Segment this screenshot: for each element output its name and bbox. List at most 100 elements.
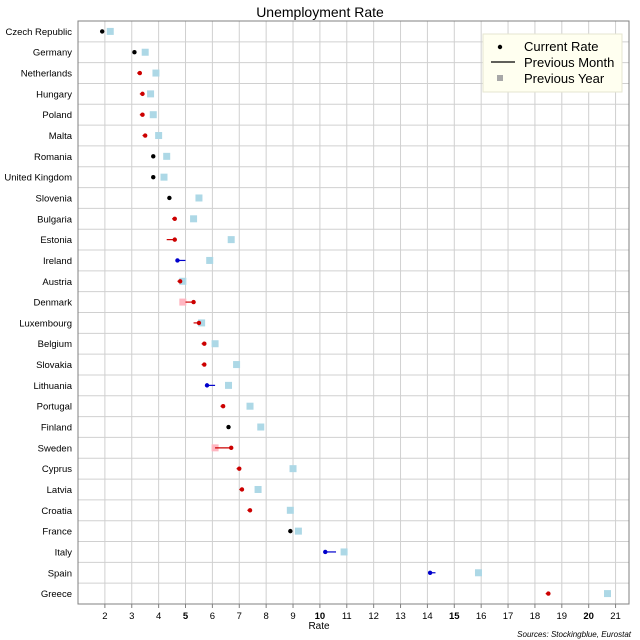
current-rate-point — [167, 195, 172, 201]
current-rate-point — [177, 279, 183, 284]
x-tick-label: 2 — [102, 611, 107, 622]
x-tick-label: 8 — [263, 611, 268, 622]
category-label: Poland — [42, 110, 72, 121]
x-axis-ticks: 2 3 4 5 6 7 8 9 10 11 12 13 14 15 16 17 18 19 20 21 — [102, 604, 621, 622]
x-tick-label: 4 — [156, 611, 161, 622]
category-label: Netherlands — [21, 69, 72, 80]
category-label: Hungary — [36, 89, 72, 100]
category-label: Romania — [34, 152, 73, 163]
x-tick-label: 12 — [368, 611, 379, 622]
current-rate-point — [191, 299, 196, 305]
previous-year-marker — [179, 277, 187, 285]
previous-year-marker — [195, 194, 203, 202]
previous-year-marker — [190, 215, 198, 223]
previous-year-marker — [147, 90, 155, 98]
previous-year-marker — [286, 506, 294, 514]
previous-year-marker — [206, 256, 214, 264]
category-label: Slovakia — [36, 360, 73, 371]
current-rate-point — [202, 362, 207, 367]
previous-year-marker — [152, 69, 160, 77]
x-tick-label: 16 — [476, 611, 487, 622]
chart-title: Unemployment Rate — [256, 4, 384, 20]
legend-previous-year-label: Previous Year — [524, 71, 605, 86]
category-label: Denmark — [33, 298, 72, 309]
legend-previous-month-label: Previous Month — [524, 55, 614, 70]
current-rate-point — [229, 445, 234, 451]
x-tick-label: 11 — [342, 611, 352, 622]
category-label: Cyprus — [42, 464, 72, 475]
previous-year-marker — [340, 548, 348, 556]
x-tick-label: 17 — [503, 611, 514, 622]
previous-year-marker — [179, 298, 187, 306]
previous-year-marker — [149, 111, 157, 119]
x-tick-label: 5 — [183, 611, 189, 622]
x-tick-label: 19 — [557, 611, 568, 622]
x-tick-label: 18 — [530, 611, 541, 622]
x-axis-title: Rate — [308, 621, 330, 632]
current-rate-point — [140, 112, 145, 117]
x-tick-label: 9 — [290, 611, 295, 622]
current-rate-point — [175, 258, 180, 263]
category-label: Germany — [33, 48, 72, 59]
previous-year-marker — [246, 402, 254, 410]
previous-year-marker — [289, 465, 297, 473]
previous-year-marker — [211, 340, 219, 348]
previous-year-marker — [603, 590, 611, 598]
previous-year-marker — [254, 485, 262, 493]
category-label: Portugal — [37, 402, 72, 413]
category-label: Italy — [55, 547, 73, 558]
current-rate-point — [140, 91, 145, 97]
legend-box — [482, 33, 623, 93]
category-label: Austria — [42, 277, 72, 288]
current-rate-point — [202, 341, 207, 346]
category-label: Latvia — [47, 485, 73, 496]
current-rate-point — [239, 487, 245, 492]
category-labels: Czech Republic Germany Netherlands Hungary P… — [4, 27, 72, 600]
current-rate-point — [151, 174, 156, 180]
current-rate-point — [99, 29, 105, 34]
category-label: Belgium — [38, 339, 72, 350]
category-label: Malta — [49, 131, 73, 142]
previous-year-marker — [233, 361, 241, 369]
legend-current-label: Current Rate — [524, 39, 598, 54]
x-tick-label: 6 — [210, 611, 215, 622]
current-rate-point — [142, 133, 148, 138]
category-label: United Kingdom — [4, 173, 72, 184]
category-label: Ireland — [43, 256, 72, 267]
previous-year-marker — [257, 423, 265, 431]
current-rate-point — [323, 549, 328, 555]
x-tick-label: 3 — [129, 611, 134, 622]
category-label: Lithuania — [33, 381, 72, 392]
previous-year-marker — [227, 236, 235, 244]
category-label: Greece — [41, 589, 72, 600]
current-rate-point — [220, 403, 226, 409]
category-label: Luxembourg — [19, 318, 72, 329]
x-tick-label: 7 — [237, 611, 242, 622]
current-rate-point — [247, 508, 253, 513]
x-tick-label: 10 — [315, 611, 326, 622]
category-label: Finland — [41, 423, 72, 434]
current-rate-point — [137, 70, 143, 76]
previous-year-marker — [225, 381, 233, 389]
previous-year-marker — [163, 152, 171, 160]
current-rate-point — [546, 591, 551, 596]
x-tick-label: 13 — [395, 611, 406, 622]
previous-year-marker — [294, 527, 302, 535]
previous-year-marker — [155, 132, 163, 140]
current-rate-point — [151, 154, 156, 159]
legend-previous-year-marker — [497, 75, 503, 81]
x-tick-label: 14 — [422, 611, 433, 622]
previous-year-marker — [106, 27, 114, 35]
current-rate-point — [427, 570, 433, 575]
x-tick-label: 21 — [610, 611, 621, 622]
category-label: Estonia — [40, 235, 72, 246]
category-label: Sweden — [38, 443, 72, 454]
current-rate-point — [288, 528, 293, 534]
source-note: Sources: Stockingblue, Eurostat — [517, 630, 632, 639]
current-rate-point — [172, 237, 177, 242]
legend-current-marker — [497, 44, 503, 50]
current-rate-point — [237, 466, 242, 471]
previous-year-marker — [160, 173, 168, 181]
previous-year-marker — [141, 48, 149, 56]
